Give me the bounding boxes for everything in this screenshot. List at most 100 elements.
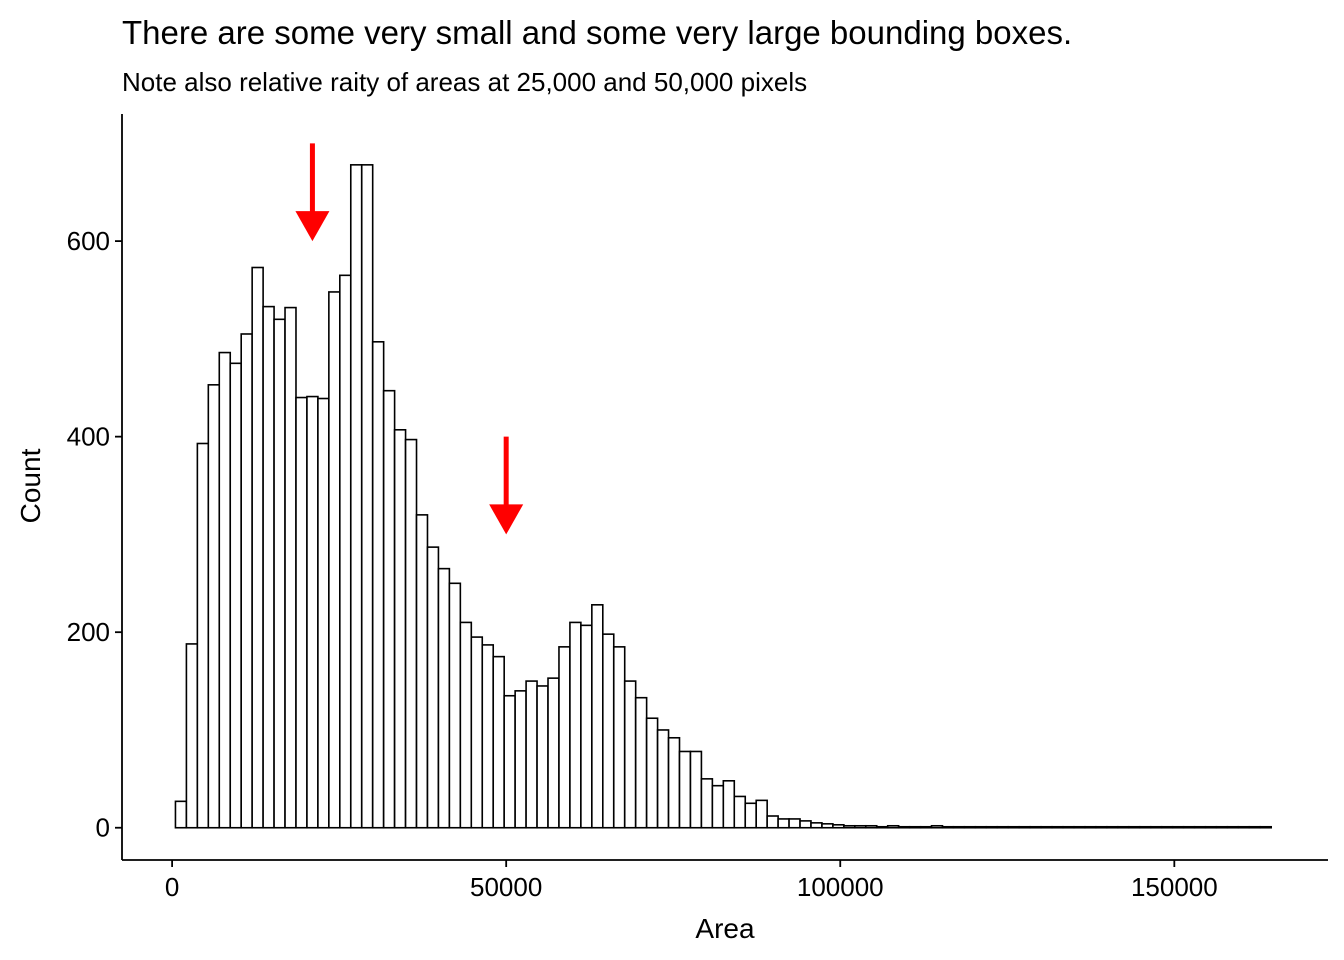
- histogram-bar: [832, 824, 845, 829]
- histogram-bar: [360, 164, 374, 829]
- histogram-bar: [207, 384, 221, 829]
- histogram-bar: [700, 778, 714, 829]
- histogram-bar: [1084, 825, 1097, 829]
- histogram-bar: [558, 646, 571, 829]
- histogram-bar: [821, 823, 834, 829]
- histogram-bar: [393, 429, 407, 829]
- histogram-bar: [941, 825, 955, 829]
- histogram-bar: [185, 643, 199, 829]
- histogram-bar: [930, 824, 944, 829]
- histogram-bar: [711, 784, 725, 829]
- histogram-bar: [733, 795, 747, 829]
- histogram-bar: [1215, 825, 1229, 829]
- y-axis-title: Count: [15, 448, 46, 523]
- histogram-bar: [251, 266, 264, 829]
- histogram-bar: [415, 514, 429, 829]
- histogram-bar: [744, 802, 758, 829]
- histogram-bar: [1062, 825, 1075, 829]
- histogram-bar: [656, 729, 670, 829]
- histogram-bar: [262, 305, 275, 829]
- histogram-bar: [875, 825, 889, 829]
- histogram-bar: [547, 677, 560, 829]
- histogram-bar: [196, 442, 210, 829]
- histogram-bar: [788, 818, 801, 829]
- chart-title: There are some very small and some very …: [122, 14, 1072, 51]
- histogram-bar: [459, 621, 473, 829]
- histogram-bar: [612, 646, 626, 829]
- y-tick-label: 200: [67, 617, 110, 647]
- histogram-bar: [525, 680, 538, 829]
- histogram-bar: [601, 633, 615, 829]
- histogram-bar: [689, 750, 703, 829]
- histogram-bar: [843, 824, 856, 829]
- histogram-bar: [1018, 825, 1031, 829]
- histogram-bar: [1106, 825, 1119, 829]
- x-tick-label: 0: [165, 872, 179, 902]
- annotation-arrows: [295, 143, 524, 535]
- histogram-bar: [974, 825, 988, 829]
- bars-group: [174, 164, 1273, 829]
- arrow-head: [489, 504, 524, 535]
- histogram-bar: [755, 799, 768, 829]
- annotation-arrow: [489, 436, 524, 535]
- histogram-bar: [952, 825, 966, 829]
- axes-group: 0 50000 100000 150000 0 200 400 600: [67, 114, 1328, 902]
- histogram-bar: [1204, 825, 1218, 829]
- histogram-bar: [1171, 825, 1185, 829]
- x-axis-title: Area: [695, 913, 755, 944]
- histogram-bar: [886, 824, 900, 829]
- histogram-bar: [799, 820, 812, 829]
- histogram-bar: [1051, 825, 1064, 829]
- histogram-bar: [514, 690, 527, 829]
- histogram-bar: [1149, 825, 1163, 829]
- histogram-bar: [1182, 825, 1196, 829]
- histogram-bar: [722, 780, 736, 829]
- histogram-bar: [229, 362, 242, 829]
- y-tick-label: 0: [96, 813, 110, 843]
- histogram-bar: [919, 825, 933, 829]
- histogram-bar: [1007, 825, 1020, 829]
- histogram-bar: [667, 736, 681, 829]
- histogram-bar: [536, 685, 549, 829]
- histogram-bar: [273, 318, 286, 829]
- histogram-bar: [766, 815, 779, 829]
- histogram-bar: [623, 680, 637, 829]
- histogram-bar: [678, 750, 692, 829]
- y-tick-label: 400: [67, 422, 110, 452]
- histogram-bar: [591, 604, 604, 829]
- histogram-bar: [996, 825, 1010, 829]
- histogram-bar: [437, 567, 451, 829]
- histogram-bar: [897, 825, 911, 829]
- histogram-bar: [1095, 825, 1108, 829]
- histogram-bar: [810, 822, 823, 829]
- histogram-bar: [777, 818, 790, 829]
- histogram-bar: [295, 396, 308, 829]
- histogram-bar: [854, 824, 867, 829]
- histogram-bar: [503, 694, 516, 829]
- histogram-bar: [580, 624, 593, 829]
- histogram-bar: [634, 696, 648, 829]
- annotation-arrow: [295, 143, 330, 242]
- histogram-bar: [645, 717, 659, 829]
- histogram-bar: [306, 395, 319, 829]
- x-tick-label: 150000: [1131, 872, 1218, 902]
- histogram-bar: [382, 389, 396, 829]
- histogram-bar: [1237, 825, 1251, 829]
- histogram-bar: [864, 824, 878, 829]
- histogram-bar: [240, 333, 253, 829]
- histogram-bar: [1029, 825, 1042, 829]
- chart-subtitle: Note also relative raity of areas at 25,…: [122, 67, 807, 97]
- histogram-bar: [470, 636, 484, 829]
- histogram-bar: [1127, 825, 1141, 829]
- histogram-bar: [218, 351, 232, 829]
- histogram-bar: [1259, 825, 1273, 829]
- x-tick-label: 50000: [470, 872, 542, 902]
- histogram-bar: [1160, 825, 1174, 829]
- histogram-bar: [371, 341, 385, 829]
- histogram-bar: [1117, 825, 1130, 829]
- histogram-bar: [492, 655, 505, 829]
- histogram-bar: [426, 546, 440, 829]
- histogram-bar: [1073, 825, 1086, 829]
- histogram-bar: [404, 438, 418, 829]
